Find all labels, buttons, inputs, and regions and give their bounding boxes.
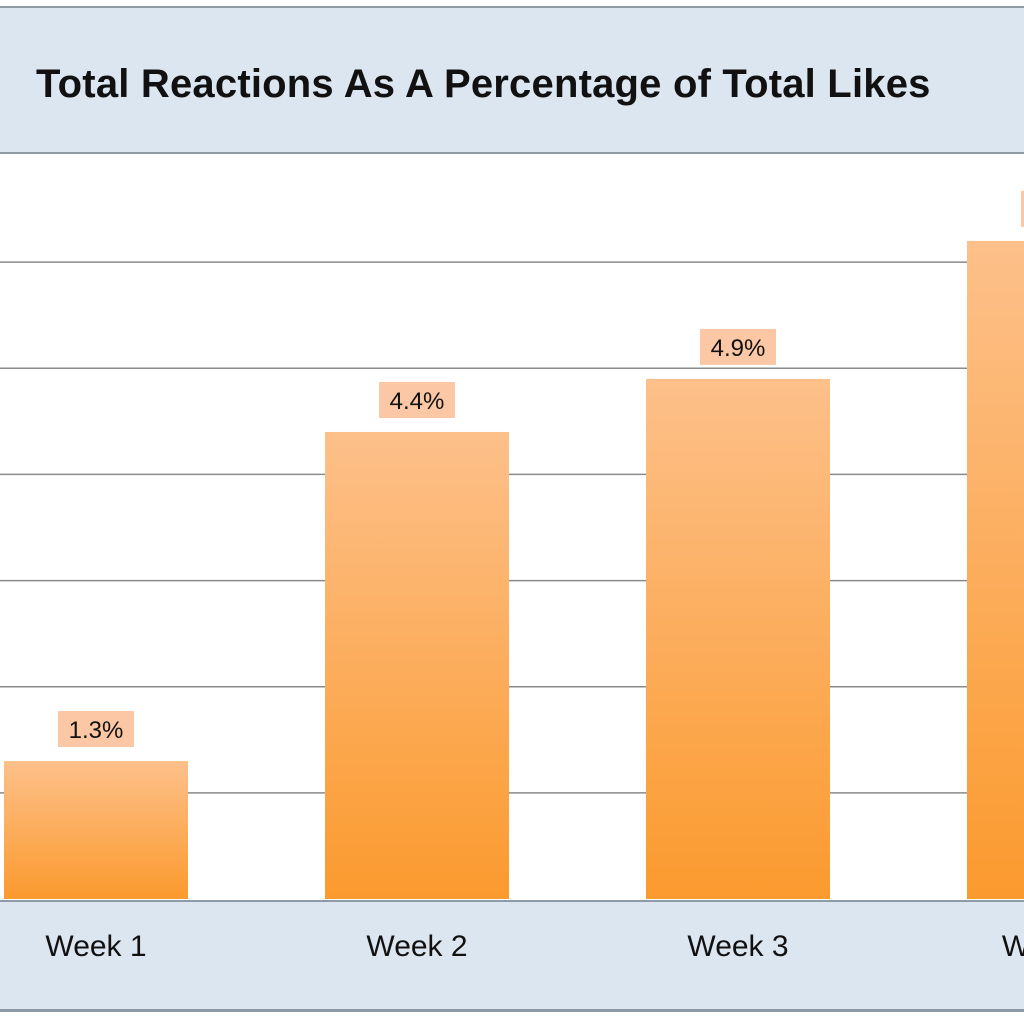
bar bbox=[967, 240, 1024, 899]
bar bbox=[325, 431, 509, 899]
title-band: Total Reactions As A Percentage of Total… bbox=[0, 6, 1024, 154]
x-tick-label: W bbox=[1001, 930, 1024, 963]
data-label: 1.3% bbox=[69, 717, 124, 744]
data-label: 4.9% bbox=[711, 335, 766, 362]
x-tick-label: Week 2 bbox=[366, 930, 468, 963]
bar bbox=[4, 761, 188, 899]
bar bbox=[646, 378, 830, 899]
x-tick-label: Week 1 bbox=[45, 930, 147, 963]
x-axis-band bbox=[0, 900, 1024, 1012]
data-label-background bbox=[1021, 190, 1024, 227]
data-label: 4.4% bbox=[390, 388, 445, 415]
x-tick-label: Week 3 bbox=[687, 930, 789, 963]
chart-title: Total Reactions As A Percentage of Total… bbox=[36, 62, 931, 106]
data-label-background bbox=[379, 381, 455, 418]
data-label-background bbox=[58, 711, 134, 748]
data-label-background bbox=[700, 328, 776, 365]
